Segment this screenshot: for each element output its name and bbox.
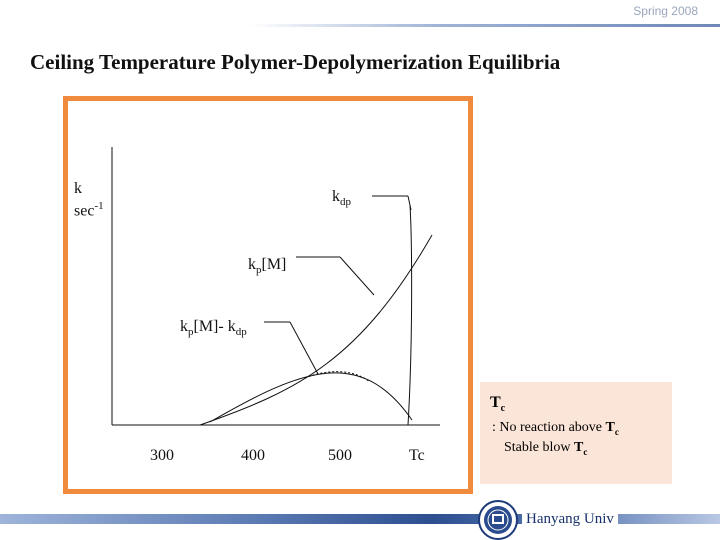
net-rate-curve [209, 372, 413, 423]
note-tc-heading: Tc [490, 394, 506, 415]
x-tick-tc: Tc [409, 447, 425, 464]
y-axis-label-unit: sec-1 [74, 200, 104, 220]
kdp-curve [407, 204, 413, 426]
x-tick-500: 500 [328, 447, 352, 464]
x-tick-400: 400 [241, 447, 265, 464]
season-label: Spring 2008 [633, 4, 698, 18]
university-seal-icon [478, 500, 518, 540]
note-line-no-reaction: : No reaction above Tc [492, 420, 619, 437]
ceiling-temp-note: Tc : No reaction above Tc Stable blow Tc [480, 382, 672, 484]
x-tick-300: 300 [150, 447, 174, 464]
label-net-rate: kp[M]- kdp [180, 318, 247, 339]
plot-frame [63, 96, 473, 494]
net-rate-max [304, 371, 371, 383]
kp-m-curve [199, 234, 433, 426]
label-kp-m: kp[M] [248, 256, 287, 277]
y-axis-label-k: k [74, 180, 82, 197]
kpm-leader-d [339, 256, 375, 296]
slide-title: Ceiling Temperature Polymer-Depolymeriza… [30, 50, 561, 74]
note-line-stable: Stable blow Tc [504, 440, 588, 457]
header-rule [250, 24, 720, 27]
label-kdp: kdp [332, 188, 351, 209]
footer-bar [0, 514, 720, 524]
kdp-leader-d [407, 195, 412, 211]
header-bar: Spring 2008 [0, 0, 720, 32]
university-name: Hanyang Univ [522, 511, 618, 528]
diff-leader-d [289, 321, 319, 375]
